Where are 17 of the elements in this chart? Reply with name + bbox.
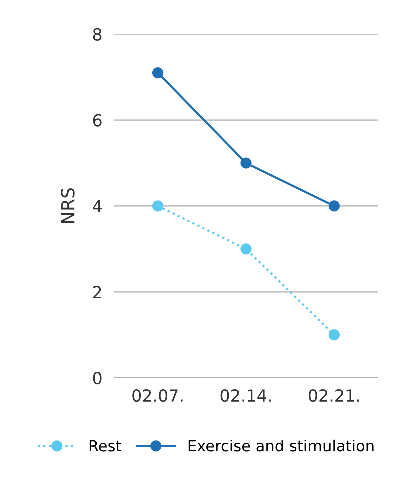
point xyxy=(152,200,164,212)
legend-label: Exercise and stimulation xyxy=(188,440,374,452)
x-tick-label: 02.07. xyxy=(132,389,183,402)
y-axis-title: NRS xyxy=(61,188,75,224)
point xyxy=(328,330,340,341)
point xyxy=(240,244,252,255)
y-tick-label: 6 xyxy=(93,114,102,127)
x-tick-label: 02.21. xyxy=(309,389,360,402)
point xyxy=(240,158,252,169)
x-tick-label: 02.14. xyxy=(220,389,271,402)
y-tick-label: 2 xyxy=(93,286,102,298)
y-tick-label: 0 xyxy=(93,372,102,385)
y-tick-label: 4 xyxy=(93,200,102,213)
point xyxy=(328,200,340,212)
y-tick-label: 8 xyxy=(93,28,102,41)
legend-label: Rest xyxy=(90,440,122,452)
point xyxy=(152,67,164,79)
